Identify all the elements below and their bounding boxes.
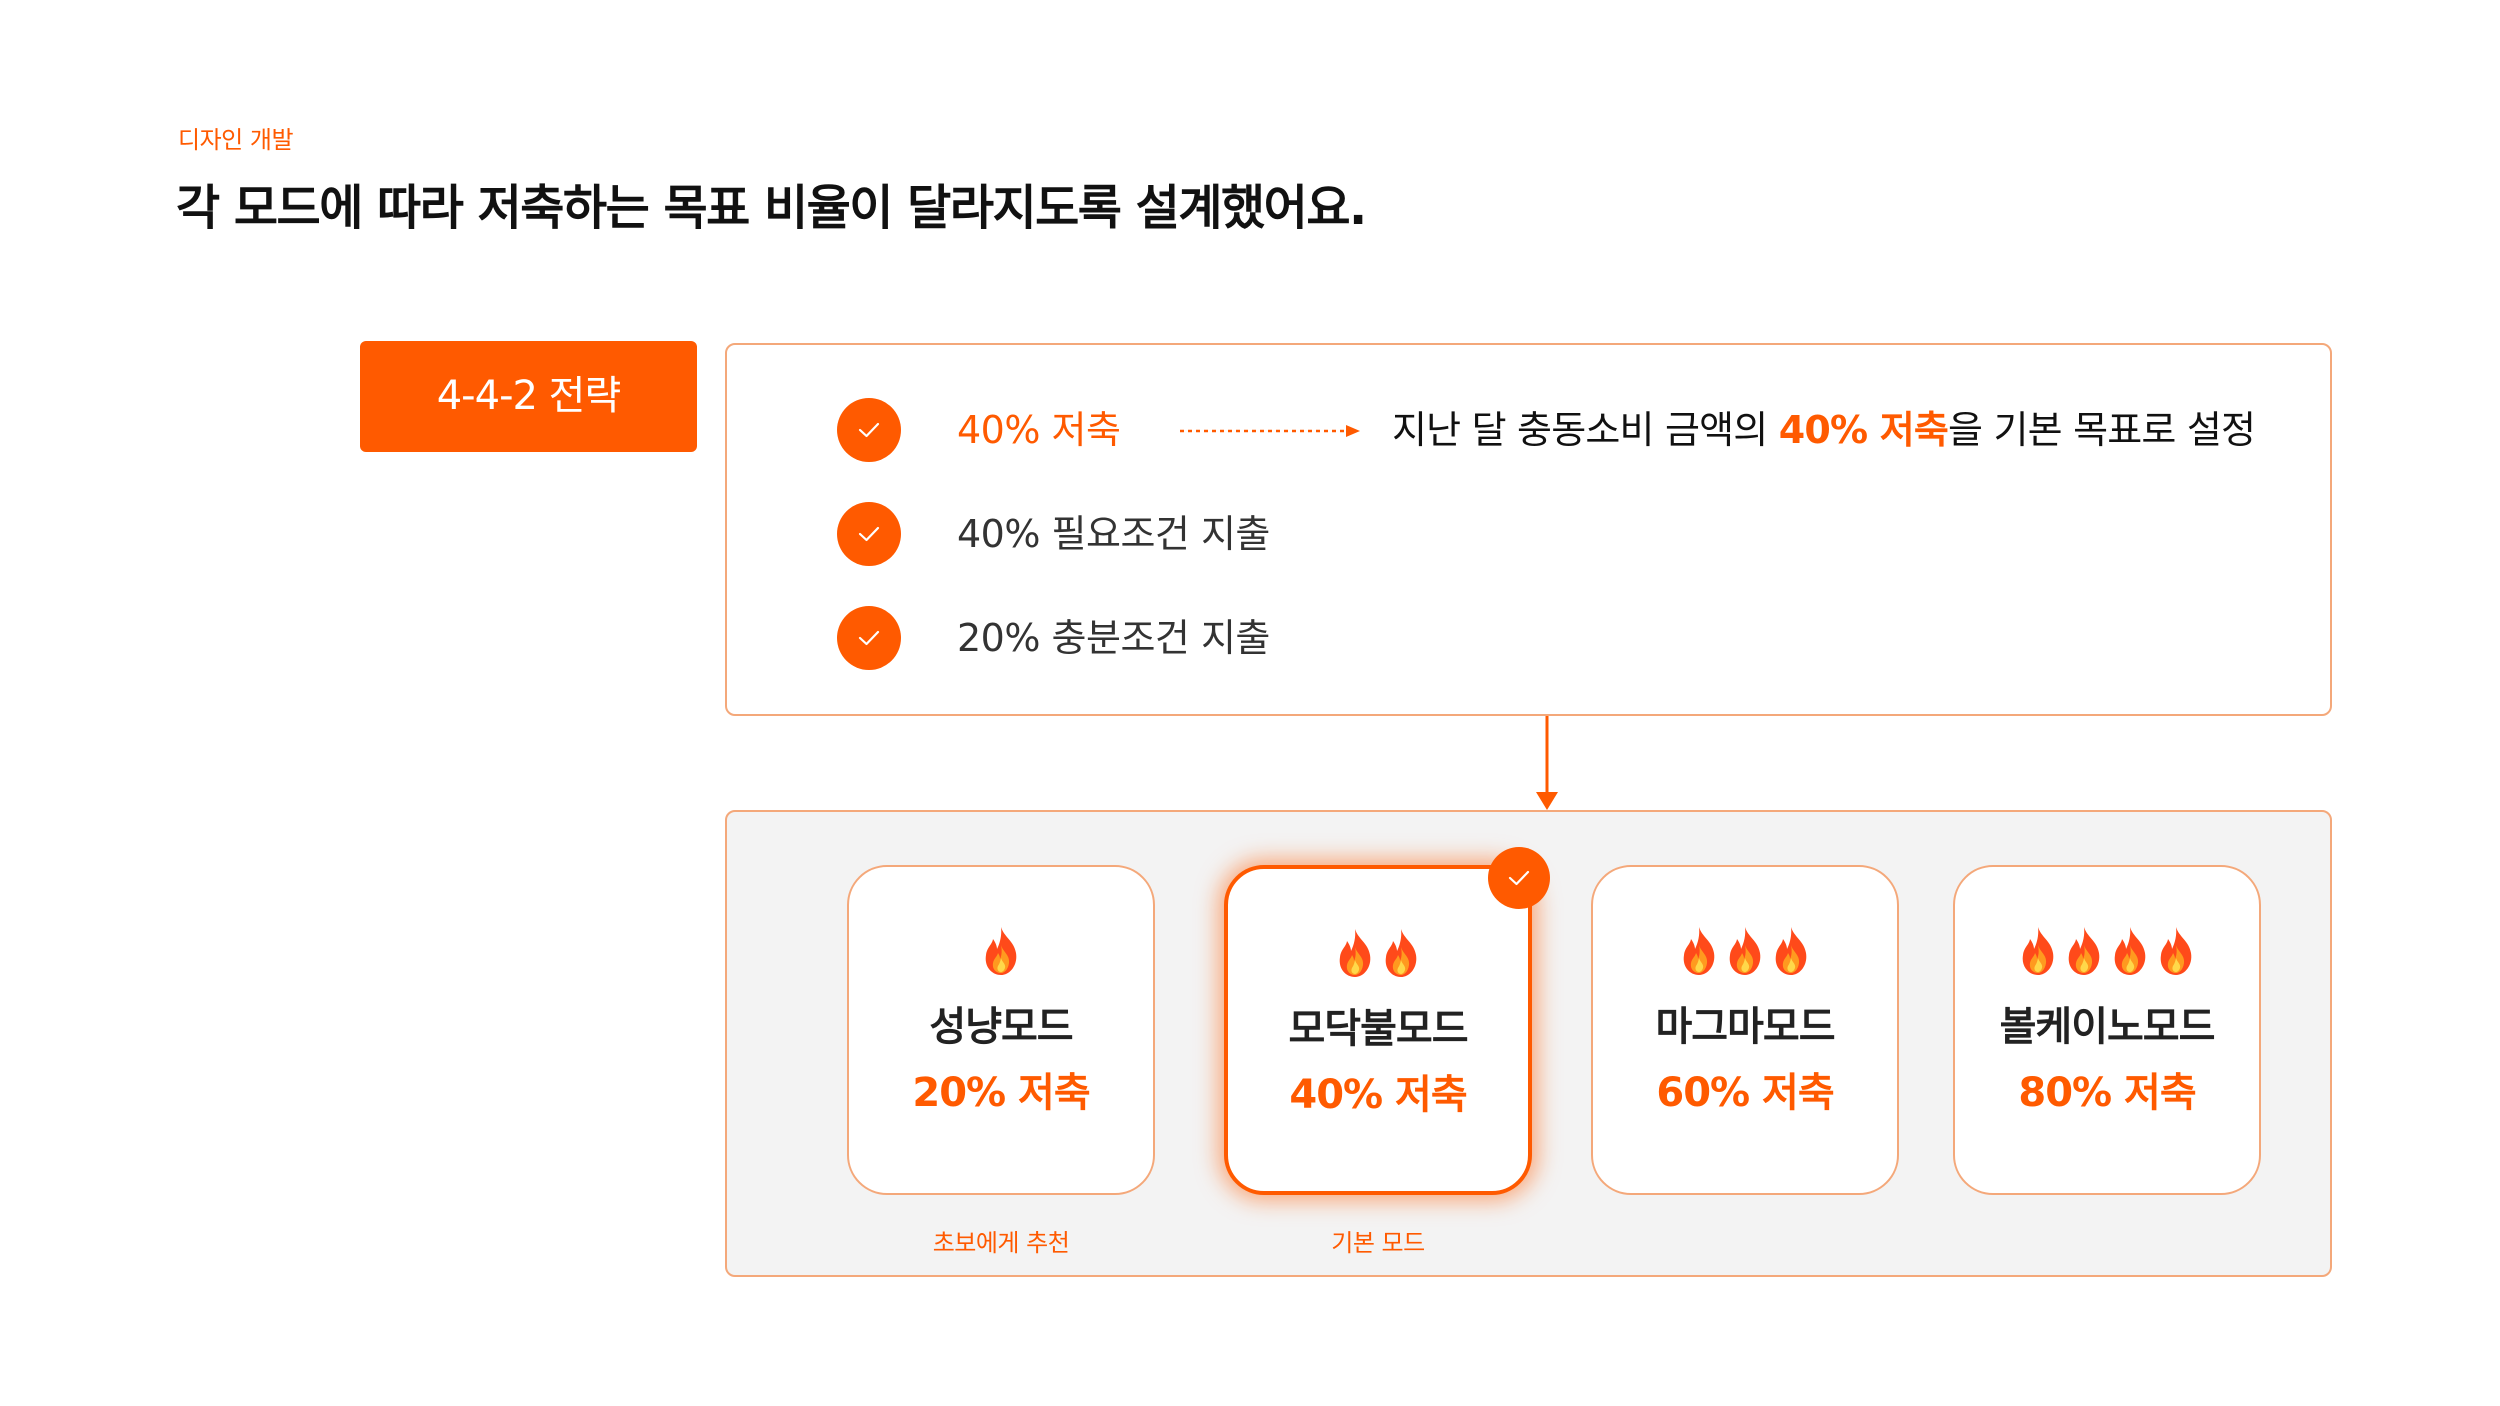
rule-description-highlight: 40% 저축 <box>1778 408 1949 452</box>
flame-icon <box>2063 925 2105 977</box>
mode-name: 모닥불모드 <box>1288 1006 1469 1052</box>
dotted-arrow-icon <box>1180 425 1360 437</box>
flame-icon <box>2109 925 2151 977</box>
rule-description: 지난 달 충동소비 금액의 40% 저축을 기본 목표로 설정 <box>1392 398 2256 462</box>
rules-panel: 40% 저축 지난 달 충동소비 금액의 40% 저축을 기본 목표로 설정 4… <box>725 343 2332 716</box>
rule-row: 40% 필요조건 지출 <box>837 502 2317 566</box>
flame-icons <box>849 925 1153 977</box>
selected-check-icon <box>1488 847 1550 909</box>
rule-description-prefix: 지난 달 충동소비 금액의 <box>1392 408 1779 452</box>
down-arrow-icon <box>1536 716 1558 810</box>
mode-caption: 기본 모드 <box>1331 1229 1425 1257</box>
strategy-tag: 4-4-2 전략 <box>360 341 697 452</box>
mode-card-matchstick[interactable]: 성냥모드 20% 저축 <box>847 865 1155 1195</box>
mode-rate: 40% 저축 <box>1289 1072 1467 1118</box>
flame-icon <box>1380 927 1422 979</box>
flame-icon <box>2155 925 2197 977</box>
check-icon <box>837 606 901 670</box>
mode-rate: 20% 저축 <box>912 1070 1090 1116</box>
mode-caption: 초보에게 추천 <box>932 1229 1070 1257</box>
mode-name: 볼케이노모드 <box>1999 1004 2216 1050</box>
rule-text: 40% 저축 <box>957 408 1121 452</box>
section-label: 디자인 개발 <box>178 126 294 154</box>
flame-icons <box>1228 927 1528 979</box>
modes-panel: 성냥모드 20% 저축 초보에게 추천 모닥불모드 40% 저축 기본 모드 마… <box>725 810 2332 1277</box>
rule-text: 40% 필요조건 지출 <box>957 512 1270 556</box>
flame-icon <box>1678 925 1720 977</box>
mode-card-volcano[interactable]: 볼케이노모드 80% 저축 <box>1953 865 2261 1195</box>
rule-text: 20% 충분조건 지출 <box>957 616 1270 660</box>
mode-name: 마그마모드 <box>1655 1004 1836 1050</box>
mode-rate: 60% 저축 <box>1656 1070 1834 1116</box>
page-title: 각 모드에 따라 저축하는 목표 비율이 달라지도록 설계했어요. <box>176 180 1367 236</box>
flame-icon <box>1770 925 1812 977</box>
flame-icon <box>1724 925 1766 977</box>
flame-icons <box>1955 925 2259 977</box>
flame-icon <box>980 925 1022 977</box>
check-icon <box>837 398 901 462</box>
flame-icons <box>1593 925 1897 977</box>
rule-row: 40% 저축 지난 달 충동소비 금액의 40% 저축을 기본 목표로 설정 <box>837 398 2317 462</box>
flame-icon <box>1334 927 1376 979</box>
mode-card-magma[interactable]: 마그마모드 60% 저축 <box>1591 865 1899 1195</box>
mode-rate: 80% 저축 <box>2018 1070 2196 1116</box>
flame-icon <box>2017 925 2059 977</box>
mode-card-campfire[interactable]: 모닥불모드 40% 저축 <box>1224 847 1550 1195</box>
mode-name: 성냥모드 <box>929 1004 1073 1050</box>
check-icon <box>837 502 901 566</box>
rule-row: 20% 충분조건 지출 <box>837 606 2317 670</box>
rule-description-suffix: 을 기본 목표로 설정 <box>1948 408 2256 452</box>
